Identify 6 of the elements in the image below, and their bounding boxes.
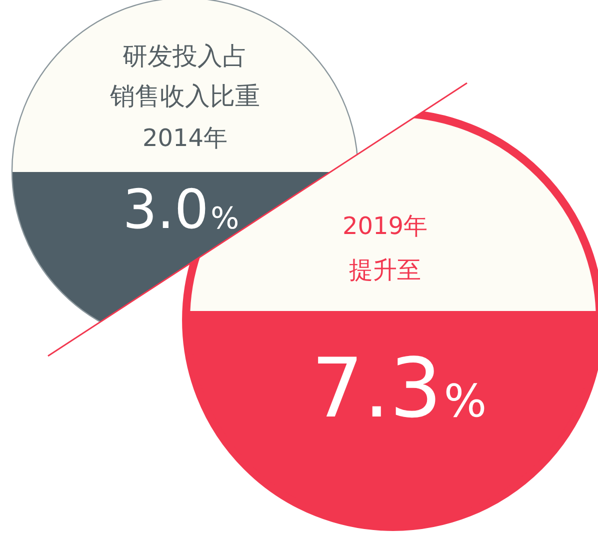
data-label: 3.0% bbox=[122, 178, 240, 242]
text: 提升至 bbox=[349, 256, 421, 284]
data-label: 7.3% bbox=[311, 341, 487, 436]
text: 研发投入占销售收入比重 bbox=[109, 42, 260, 110]
category-label: 2019年 bbox=[342, 212, 428, 240]
category-label: 2014年 bbox=[142, 124, 228, 152]
